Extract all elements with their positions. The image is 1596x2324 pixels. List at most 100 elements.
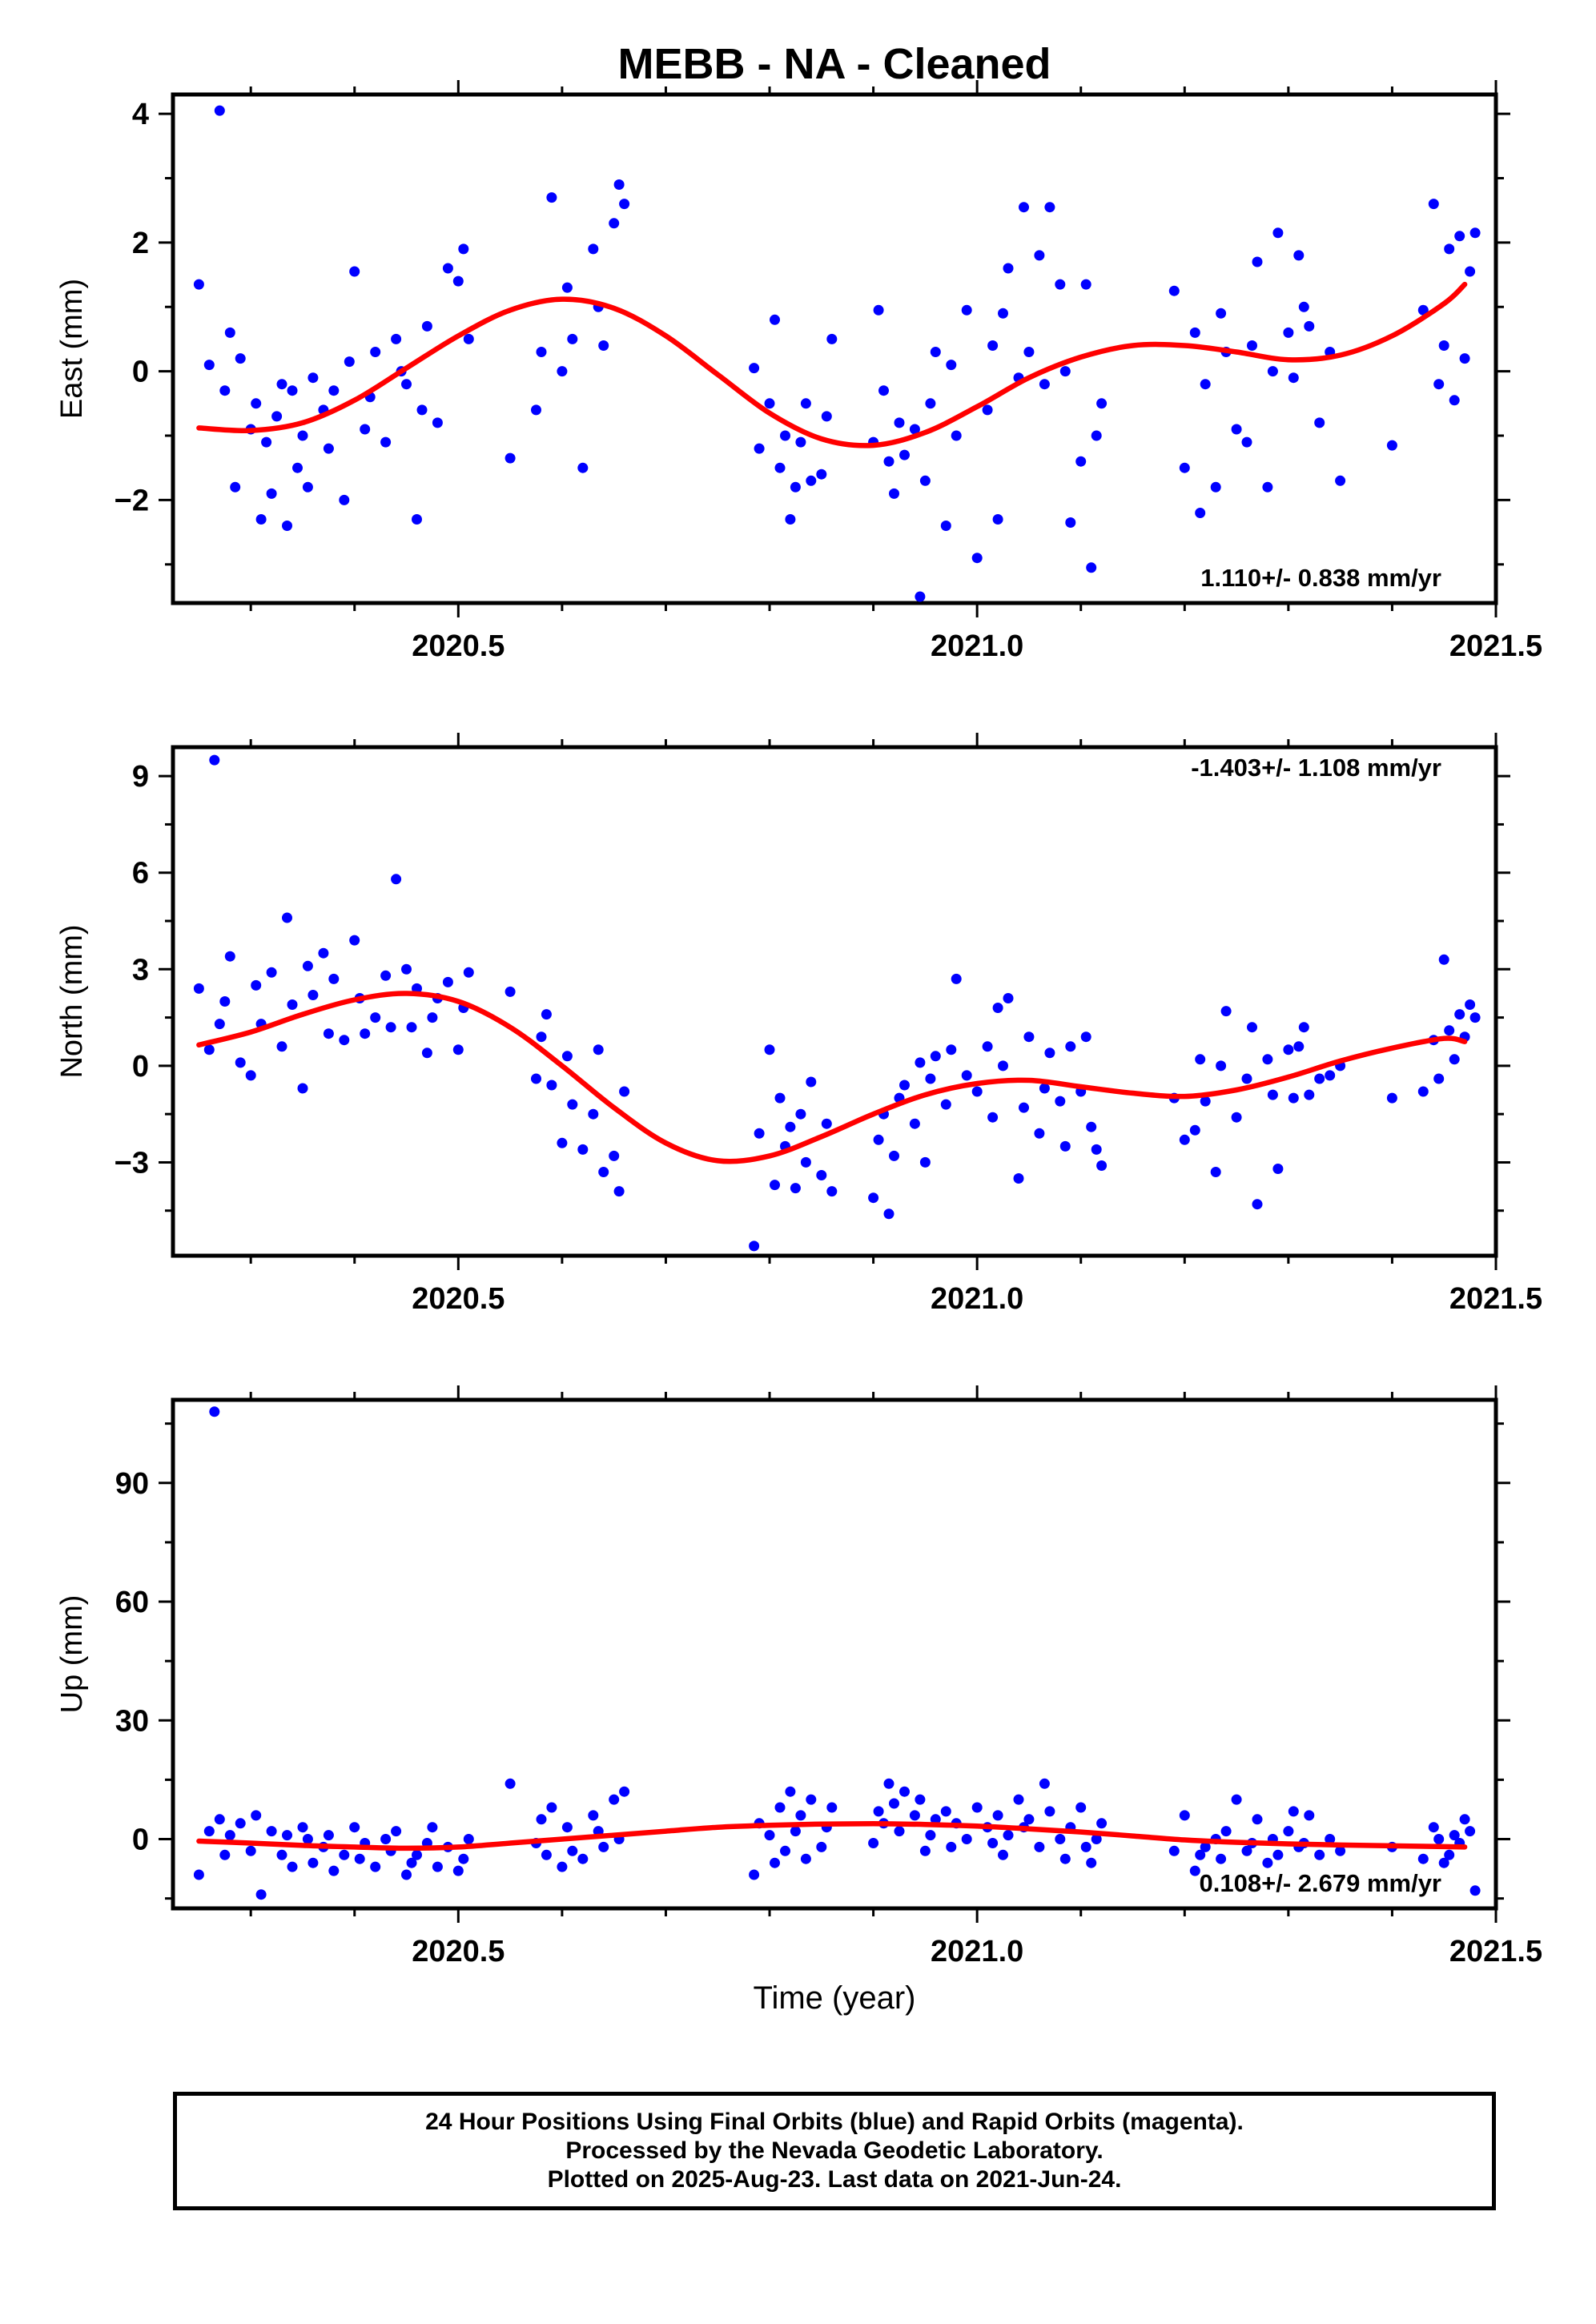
data-point: [1252, 1199, 1263, 1210]
data-point: [961, 1070, 972, 1081]
data-point: [401, 963, 412, 975]
data-point: [1247, 340, 1257, 351]
data-point: [816, 1170, 827, 1180]
data-point: [1262, 1857, 1273, 1868]
data-point: [1023, 1814, 1035, 1825]
data-point: [1449, 395, 1460, 406]
data-point: [609, 218, 620, 229]
data-point: [1065, 1041, 1076, 1052]
data-point: [203, 1044, 215, 1055]
data-point: [1272, 227, 1284, 239]
data-point: [764, 398, 775, 409]
data-point: [1096, 1818, 1108, 1829]
data-point: [193, 983, 204, 994]
data-point: [1288, 1806, 1299, 1817]
data-point: [577, 462, 589, 473]
data-point: [224, 327, 235, 338]
data-point: [790, 1183, 801, 1194]
data-point: [251, 979, 262, 991]
data-point: [613, 1186, 625, 1197]
data-point: [1091, 430, 1102, 441]
data-point: [873, 304, 884, 316]
data-point: [998, 1060, 1008, 1072]
data-point: [1293, 1041, 1305, 1052]
data-point: [915, 1057, 926, 1068]
data-point: [432, 417, 443, 428]
data-point: [245, 1845, 256, 1856]
data-point: [1168, 1845, 1180, 1856]
data-point: [531, 1073, 541, 1084]
data-point: [899, 449, 910, 460]
data-point: [619, 1786, 630, 1797]
footer-box: 24 Hour Positions Using Final Orbits (bl…: [173, 2092, 1496, 2210]
data-point: [1195, 1849, 1206, 1860]
data-point: [391, 874, 402, 885]
data-point: [339, 1849, 350, 1860]
data-point: [800, 1853, 811, 1864]
data-point: [899, 1080, 910, 1091]
data-point: [1096, 1160, 1108, 1171]
data-point: [598, 1841, 609, 1852]
data-point: [1086, 1121, 1097, 1132]
data-point: [992, 514, 1003, 525]
data-point: [380, 436, 392, 448]
data-point: [1459, 353, 1470, 364]
data-point: [1314, 1073, 1325, 1084]
data-point: [946, 1841, 957, 1852]
data-point: [416, 404, 428, 416]
data-point: [1195, 1054, 1206, 1065]
data-point: [1272, 1164, 1284, 1174]
data-point: [1003, 263, 1014, 274]
data-point: [749, 1240, 760, 1252]
data-point: [302, 1834, 313, 1844]
data-point: [458, 243, 469, 255]
data-point: [774, 462, 786, 473]
data-point: [1019, 202, 1029, 213]
data-point: [593, 1044, 604, 1055]
data-point: [1428, 199, 1439, 210]
data-point: [1091, 1144, 1102, 1155]
data-point: [754, 443, 765, 454]
data-point: [297, 1083, 308, 1094]
data-point: [463, 967, 474, 978]
data-point: [536, 347, 547, 357]
data-point: [561, 1822, 573, 1833]
data-point: [806, 1794, 817, 1805]
data-point: [432, 1861, 443, 1872]
data-point: [505, 986, 516, 997]
data-point: [961, 304, 972, 316]
data-point: [1433, 1073, 1445, 1084]
data-point: [391, 333, 402, 344]
data-point: [795, 1810, 806, 1821]
data-point: [1013, 1794, 1024, 1805]
data-point: [463, 333, 474, 344]
y-tick-label: 90: [115, 1467, 149, 1501]
data-point: [1449, 1830, 1460, 1841]
data-point: [1417, 304, 1429, 316]
data-point: [826, 1802, 838, 1813]
data-point: [1039, 1778, 1050, 1789]
data-point: [318, 947, 329, 959]
data-point: [1096, 398, 1108, 409]
data-point: [1288, 1092, 1299, 1104]
data-point: [971, 1086, 983, 1097]
data-point: [1200, 1841, 1211, 1852]
data-point: [406, 1022, 417, 1033]
y-axis-ticks: −2 0 2 4: [115, 98, 1510, 566]
data-point: [224, 951, 235, 962]
data-point: [1044, 1047, 1055, 1059]
data-point: [598, 1167, 609, 1177]
data-point: [251, 398, 262, 409]
panel-north: −3 0 3 6 9 2020.5 2021.0 2021.5 North (mm) -1.…: [55, 733, 1542, 1316]
data-point: [292, 462, 303, 473]
data-point: [452, 275, 464, 287]
data-point: [613, 179, 625, 190]
data-point: [1241, 436, 1252, 448]
data-point: [868, 1192, 879, 1204]
data-point: [1189, 1124, 1200, 1136]
data-point: [770, 1857, 780, 1868]
data-point: [380, 970, 392, 981]
data-point: [1454, 231, 1465, 242]
data-point: [1003, 1830, 1014, 1841]
